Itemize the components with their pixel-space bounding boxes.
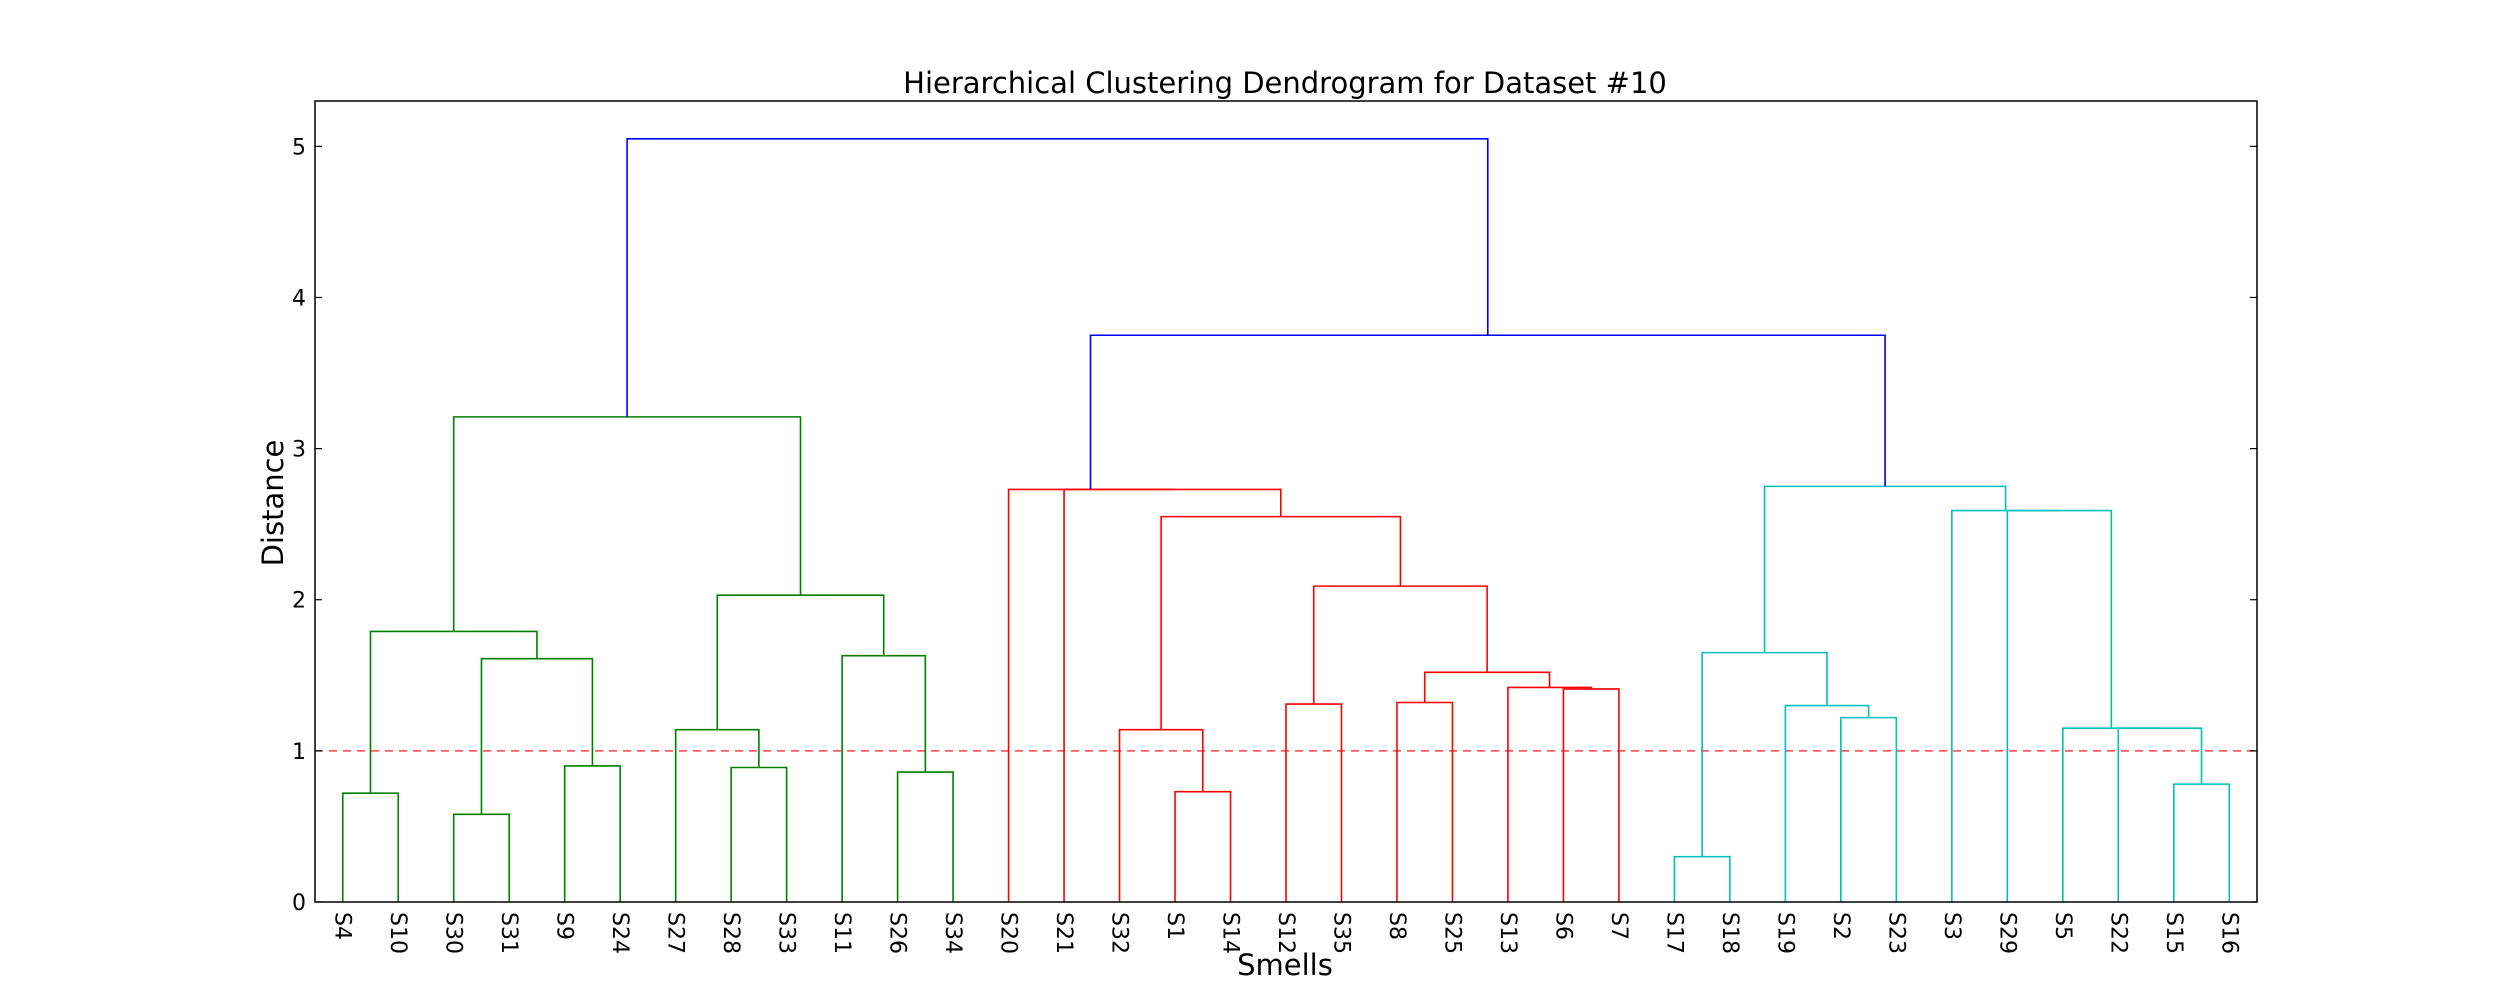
leaf-label: S8 [1384, 912, 1409, 940]
leaf-label: S18 [1717, 912, 1742, 954]
y-tick-label: 3 [292, 438, 306, 463]
dendrogram-link [1174, 790, 1232, 902]
dendrogram-link [1562, 688, 1620, 902]
dendrogram-link [626, 137, 1489, 417]
y-axis-label: Distance [256, 440, 290, 567]
dendrogram-link [730, 766, 788, 902]
dendrogram-link [2006, 509, 2113, 902]
leaf-label: S17 [1661, 912, 1686, 954]
dendrogram-link [841, 654, 927, 902]
leaf-label: S11 [829, 912, 854, 954]
dendrogram-link [674, 728, 760, 902]
leaf-label: S19 [1772, 912, 1797, 954]
dendrogram-link [480, 657, 594, 815]
leaf-label: S27 [663, 912, 688, 954]
leaf-label: S7 [1606, 912, 1631, 940]
y-tick-label: 0 [292, 891, 306, 916]
leaf-label: S21 [1051, 912, 1076, 954]
dendrogram-link [896, 771, 954, 902]
leaf-label: S9 [552, 912, 577, 940]
dendrogram-link [716, 594, 885, 730]
leaf-label: S20 [996, 912, 1021, 954]
plot-frame [314, 100, 2258, 903]
dendrogram-link [1763, 485, 2007, 653]
leaf-label: S31 [496, 912, 521, 954]
dendrogram-link [1673, 855, 1731, 902]
leaf-label: S24 [607, 912, 632, 954]
leaf-label: S14 [1218, 912, 1243, 954]
dendrogram-link [1063, 488, 1282, 902]
dendrogram-link [1285, 703, 1343, 902]
dendrogram-link [1840, 716, 1898, 902]
dendrogram-link [1784, 704, 1870, 902]
leaf-label: S13 [1495, 912, 1520, 954]
dendrogram-link [341, 792, 400, 902]
dendrogram-link [1118, 728, 1204, 902]
leaf-label: S6 [1550, 912, 1575, 940]
leaf-label: S25 [1439, 912, 1464, 954]
leaf-label: S35 [1328, 912, 1353, 954]
dendrogram-link [1951, 509, 2060, 902]
dendrogram-link [2172, 783, 2231, 902]
leaf-label: S23 [1883, 912, 1908, 954]
dendrogram-link [563, 765, 621, 902]
leaf-label: S1 [1162, 912, 1187, 940]
y-tick-label: 2 [292, 589, 306, 614]
leaf-label: S5 [2050, 912, 2075, 940]
dendrogram-link [452, 416, 802, 632]
leaf-label: S4 [330, 912, 355, 940]
leaf-label: S15 [2161, 912, 2186, 954]
y-tick-label: 1 [292, 740, 306, 765]
dendrogram-link [1160, 515, 1402, 730]
leaf-label: S28 [718, 912, 743, 954]
dendrogram-link [452, 813, 510, 902]
leaf-label: S29 [1994, 912, 2019, 954]
y-tick-label: 5 [292, 135, 306, 160]
dendrogram-link [1007, 488, 1173, 902]
leaf-label: S10 [385, 912, 410, 954]
dendrogram-link [1701, 651, 1828, 857]
leaf-label: S33 [774, 912, 799, 954]
dendrogram-link [2062, 727, 2160, 902]
dendrogram-link [369, 630, 538, 794]
x-axis-label: Smells [1237, 948, 1333, 982]
dendrogram-link [2117, 727, 2203, 902]
leaf-label: S3 [1939, 912, 1964, 940]
leaf-label: S34 [940, 912, 965, 954]
leaf-label: S12 [1273, 912, 1298, 954]
leaf-label: S16 [2216, 912, 2241, 954]
leaf-label: S22 [2105, 912, 2130, 954]
leaf-label: S2 [1828, 912, 1853, 940]
leaf-label: S32 [1107, 912, 1132, 954]
leaf-label: S30 [441, 912, 466, 954]
leaf-label: S26 [885, 912, 910, 954]
dendrogram-link [1089, 334, 1886, 490]
y-tick-label: 4 [292, 286, 306, 311]
chart-title: Hierarchical Clustering Dendrogram for D… [903, 66, 1667, 100]
dendrogram-link [1312, 585, 1488, 705]
dendrogram-link [1396, 701, 1454, 902]
dendrogram-link [1507, 686, 1592, 902]
